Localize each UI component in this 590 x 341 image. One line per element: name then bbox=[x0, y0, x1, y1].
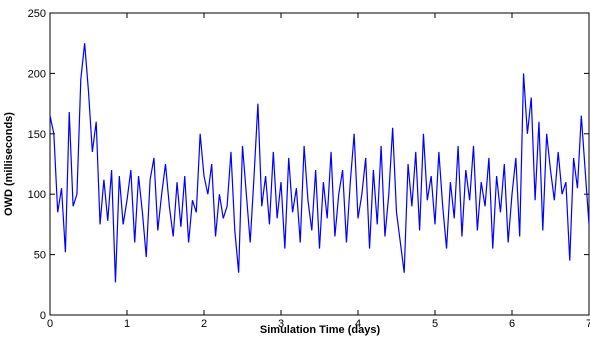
x-tick-label: 7 bbox=[586, 318, 590, 330]
data-line bbox=[49, 43, 590, 283]
x-tick-label: 6 bbox=[509, 318, 515, 330]
y-axis-label: OWD (milliseconds) bbox=[3, 112, 15, 216]
x-tick-label: 2 bbox=[201, 318, 207, 330]
x-tick-label: 5 bbox=[432, 318, 438, 330]
y-tick-label: 100 bbox=[28, 189, 46, 201]
x-tick-label: 0 bbox=[47, 318, 53, 330]
plot-frame bbox=[49, 12, 590, 316]
y-tick-label: 250 bbox=[28, 8, 46, 20]
y-tick-label: 0 bbox=[40, 310, 46, 322]
x-axis-label: Simulation Time (days) bbox=[260, 324, 381, 336]
y-tick-label: 50 bbox=[34, 250, 46, 262]
y-tick-label: 200 bbox=[28, 68, 46, 80]
x-tick-label: 4 bbox=[355, 318, 361, 330]
x-tick-label: 3 bbox=[278, 318, 284, 330]
x-tick-label: 1 bbox=[124, 318, 130, 330]
y-tick-label: 150 bbox=[28, 129, 46, 141]
